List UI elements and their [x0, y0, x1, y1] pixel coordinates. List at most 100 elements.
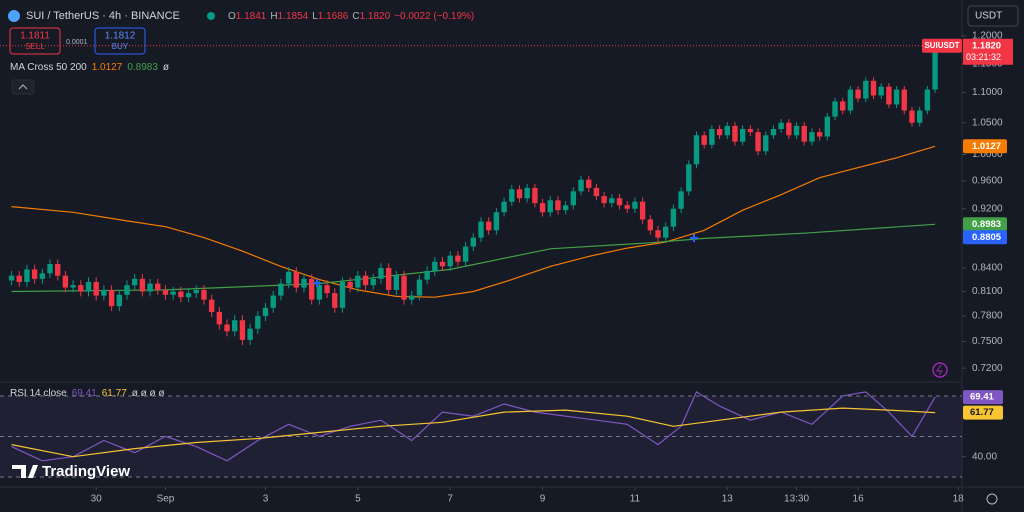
candle-body: [332, 293, 338, 308]
y-tick-label: 40.00: [972, 451, 997, 462]
buy-label[interactable]: BUY: [112, 42, 129, 51]
candle-body: [716, 129, 723, 136]
candle-body: [840, 101, 846, 111]
candle-body: [593, 187, 600, 197]
candle-body: [31, 269, 38, 279]
candle-body: [616, 198, 623, 206]
candle-body: [439, 261, 446, 267]
candle-body: [416, 279, 423, 296]
x-tick-label: 13:30: [784, 494, 809, 505]
candle-body: [101, 289, 107, 296]
candle-body: [609, 198, 615, 204]
candle-body: [393, 275, 400, 290]
rsi-line: [11, 391, 936, 462]
settings-icon[interactable]: [986, 493, 998, 505]
x-tick-label: 18: [953, 494, 965, 505]
candle-body: [216, 311, 223, 325]
buy-price[interactable]: 1.1812: [105, 31, 136, 42]
price-tag: [963, 38, 1013, 65]
ohlc-label: O: [228, 11, 236, 22]
candle-body: [732, 125, 738, 142]
x-tick-label: Sep: [157, 494, 175, 505]
candle-body: [509, 189, 515, 202]
symbol-logo: [8, 10, 20, 22]
x-tick-label: 5: [355, 494, 361, 505]
candle-body: [316, 285, 323, 300]
candle-body: [724, 125, 730, 136]
legend-title: RSI 14 close: [10, 388, 67, 399]
candle-body: [170, 291, 176, 295]
candle-body: [624, 205, 630, 209]
candle-body: [678, 191, 684, 209]
x-tick-label: 16: [853, 494, 865, 505]
legend-title: MA Cross 50 200: [10, 62, 87, 73]
candle-body: [62, 275, 69, 288]
value-tag: [963, 405, 1003, 420]
countdown: 03:21:32: [966, 52, 1001, 62]
candle-body: [770, 129, 777, 136]
candle-body: [301, 278, 307, 288]
collapse-button[interactable]: [11, 79, 35, 95]
sell-label[interactable]: SELL: [25, 42, 45, 51]
logo-text: TradingView: [42, 463, 130, 480]
candle-body: [632, 201, 638, 209]
candle-body: [470, 237, 476, 247]
ohlc-label: C: [352, 11, 359, 22]
candle-body: [116, 294, 122, 307]
candle-body: [570, 191, 577, 206]
collapse-icon[interactable]: [18, 84, 28, 90]
candle-body: [201, 289, 207, 300]
x-tick-label: 30: [91, 494, 103, 505]
candle-body: [409, 295, 415, 300]
ma-line: [11, 223, 936, 293]
x-tick-label: 11: [630, 494, 641, 505]
candle-body: [793, 125, 800, 136]
ohlc-value: 1.1686: [318, 11, 349, 22]
candle-body: [701, 135, 707, 145]
ohlc: O1.1841 H1.1854 L1.1686 C1.1820 −0.0022 (−0.…: [228, 11, 474, 22]
value-tag-text: 0.8983: [972, 219, 1001, 230]
alert-icon-bolt[interactable]: [936, 364, 943, 376]
legend-value: 69.41: [72, 388, 97, 399]
currency[interactable]: USDT: [975, 11, 1002, 22]
x-tick-label: 9: [540, 494, 546, 505]
candle-body: [909, 110, 915, 123]
symbol-title: SUI / TetherUS · 4h · BINANCE: [26, 10, 180, 22]
candle-body: [532, 187, 538, 204]
ohlc-label: H: [270, 11, 277, 22]
candle-body: [778, 122, 784, 130]
sell-price[interactable]: 1.1811: [20, 31, 50, 42]
y-tick-label: 0.7200: [972, 363, 1003, 374]
candle-body: [147, 283, 153, 292]
candle-body: [8, 275, 15, 281]
candle-body: [47, 264, 53, 274]
x-tick-label: 7: [447, 494, 453, 505]
candle-body: [208, 299, 215, 312]
legend-extra: ø: [163, 62, 169, 73]
value-tag: [963, 230, 1007, 245]
ohlc-change: −0.0022 (−0.19%): [394, 11, 474, 22]
candle-body: [362, 275, 369, 286]
candle-body: [855, 89, 861, 99]
candle-body: [786, 122, 792, 136]
candle-body: [501, 201, 507, 213]
currency-button[interactable]: [967, 5, 1019, 27]
candle-body: [39, 273, 46, 279]
y-tick-label: 0.8400: [972, 263, 1003, 274]
candle-body: [663, 226, 669, 238]
candle-body: [70, 285, 76, 288]
value-tag-text: 1.0127: [972, 141, 1001, 152]
alert-icon[interactable]: [932, 362, 948, 378]
sell-button[interactable]: [9, 27, 61, 55]
candle-body: [655, 230, 661, 238]
candle-body: [647, 219, 654, 231]
candle-body: [832, 101, 838, 117]
buy-button[interactable]: [94, 27, 146, 55]
candle-body: [763, 135, 769, 152]
candle-body: [370, 278, 376, 286]
y-tick-label: 1.0000: [972, 149, 1003, 160]
market-status: [207, 12, 215, 20]
candle-body: [670, 208, 677, 227]
